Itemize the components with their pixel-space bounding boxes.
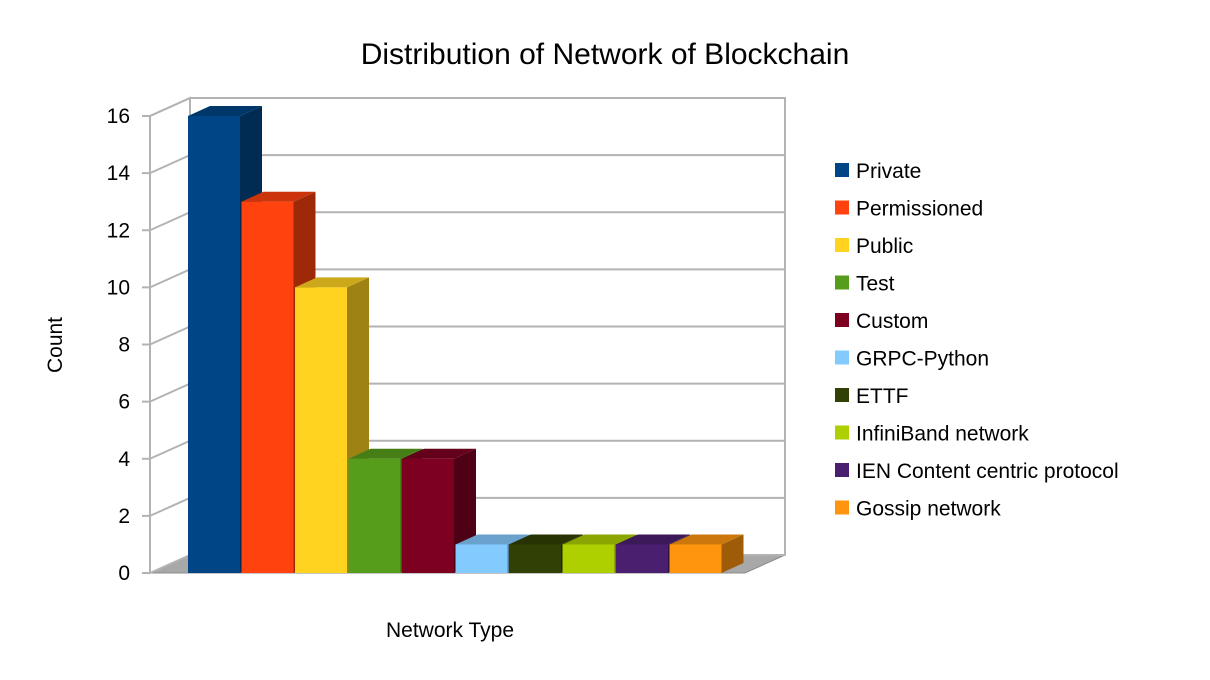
- bar-top: [455, 534, 530, 545]
- bar-top: [188, 106, 262, 116]
- legend-label: Custom: [856, 310, 928, 333]
- legend-swatch: [835, 425, 849, 440]
- y-axis-ticks: 0 2 4 6 8 10 12 14 16: [107, 105, 150, 585]
- bar-front: [295, 287, 347, 573]
- legend-swatch: [835, 275, 849, 290]
- legend-swatch: [835, 313, 849, 327]
- y-tick-label: 8: [118, 334, 130, 357]
- legend-item: InfiniBand network: [835, 423, 1029, 446]
- legend-label: GRPC-Python: [856, 348, 989, 371]
- legend-item: Permissioned: [835, 198, 983, 221]
- y-tick-label: 10: [107, 276, 130, 299]
- bar-top: [348, 448, 423, 459]
- legend-label: InfiniBand network: [856, 423, 1029, 446]
- bar-front: [241, 201, 294, 573]
- legend-item: Test: [835, 273, 895, 296]
- bar-front: [188, 116, 240, 573]
- legend-item: Public: [835, 235, 913, 258]
- y-tick-label: 12: [107, 219, 130, 242]
- legend: Private Permissioned Public Test Custom GRPC-…: [835, 160, 1119, 521]
- legend-swatch: [835, 350, 849, 365]
- bar-top: [616, 534, 690, 545]
- chart-title: Distribution of Network of Blockchain: [361, 38, 850, 71]
- bar-front: [402, 458, 454, 573]
- legend-item: ETTF: [835, 385, 909, 408]
- legend-item: IEN Content centric protocol: [835, 460, 1119, 483]
- y-axis-label: Count: [44, 317, 67, 373]
- bars: [188, 106, 744, 573]
- legend-swatch: [835, 238, 849, 252]
- y-tick-label: 2: [118, 505, 130, 528]
- bar-top: [669, 534, 744, 545]
- legend-item: Gossip network: [835, 498, 1001, 521]
- bar-front: [669, 544, 722, 573]
- bar-top: [402, 448, 476, 459]
- bar-top: [562, 534, 637, 545]
- legend-item: Custom: [835, 310, 928, 333]
- legend-item: Private: [835, 160, 921, 183]
- gridline: [149, 97, 785, 117]
- y-tick-label: 4: [118, 448, 130, 471]
- legend-label: IEN Content centric protocol: [856, 460, 1119, 483]
- x-axis-label: Network Type: [386, 619, 514, 642]
- bar-gossip-network: [669, 534, 744, 573]
- bar-front: [348, 458, 401, 573]
- y-tick-label: 6: [118, 391, 130, 414]
- legend-label: Test: [856, 273, 895, 296]
- legend-label: Permissioned: [856, 198, 983, 221]
- bar-top: [509, 534, 583, 545]
- y-tick-label: 0: [118, 562, 130, 585]
- y-tick-label: 14: [107, 162, 131, 185]
- legend-swatch: [835, 200, 849, 215]
- bar-top: [241, 191, 316, 202]
- legend-label: Gossip network: [856, 498, 1001, 521]
- legend-swatch: [835, 163, 849, 177]
- legend-label: Public: [856, 235, 913, 258]
- y-tick-label: 16: [107, 105, 130, 128]
- bar-top: [295, 277, 369, 288]
- legend-swatch: [835, 463, 849, 477]
- bar-front: [455, 544, 508, 573]
- legend-swatch: [835, 500, 849, 515]
- legend-label: Private: [856, 160, 921, 183]
- bar-front: [509, 544, 561, 573]
- bar-front: [562, 544, 615, 573]
- bar-side: [721, 534, 744, 573]
- legend-label: ETTF: [856, 385, 909, 408]
- legend-item: GRPC-Python: [835, 348, 989, 371]
- legend-swatch: [835, 388, 849, 402]
- bar-front: [616, 544, 668, 573]
